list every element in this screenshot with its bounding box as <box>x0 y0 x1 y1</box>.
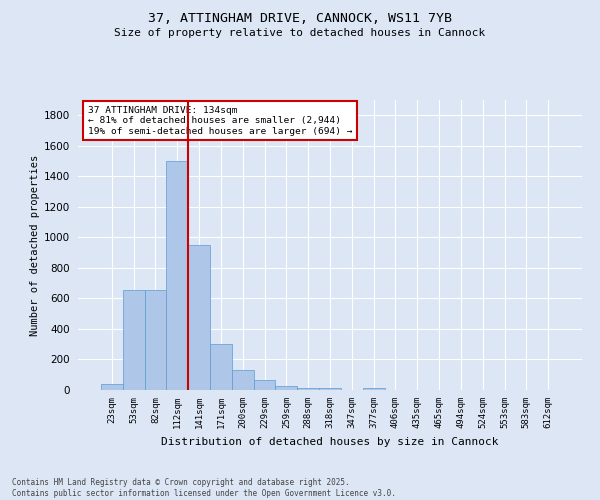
X-axis label: Distribution of detached houses by size in Cannock: Distribution of detached houses by size … <box>161 437 499 447</box>
Y-axis label: Number of detached properties: Number of detached properties <box>30 154 40 336</box>
Bar <box>166 161 188 390</box>
Bar <box>275 386 297 390</box>
Bar <box>101 384 123 390</box>
Text: Contains HM Land Registry data © Crown copyright and database right 2025.
Contai: Contains HM Land Registry data © Crown c… <box>12 478 396 498</box>
Bar <box>145 290 166 390</box>
Text: 37, ATTINGHAM DRIVE, CANNOCK, WS11 7YB: 37, ATTINGHAM DRIVE, CANNOCK, WS11 7YB <box>148 12 452 26</box>
Bar <box>210 344 232 390</box>
Bar <box>232 370 254 390</box>
Bar <box>363 388 385 390</box>
Bar <box>123 290 145 390</box>
Bar <box>188 245 210 390</box>
Bar <box>254 380 275 390</box>
Text: Size of property relative to detached houses in Cannock: Size of property relative to detached ho… <box>115 28 485 38</box>
Bar <box>319 388 341 390</box>
Text: 37 ATTINGHAM DRIVE: 134sqm
← 81% of detached houses are smaller (2,944)
19% of s: 37 ATTINGHAM DRIVE: 134sqm ← 81% of deta… <box>88 106 353 136</box>
Bar <box>297 388 319 390</box>
